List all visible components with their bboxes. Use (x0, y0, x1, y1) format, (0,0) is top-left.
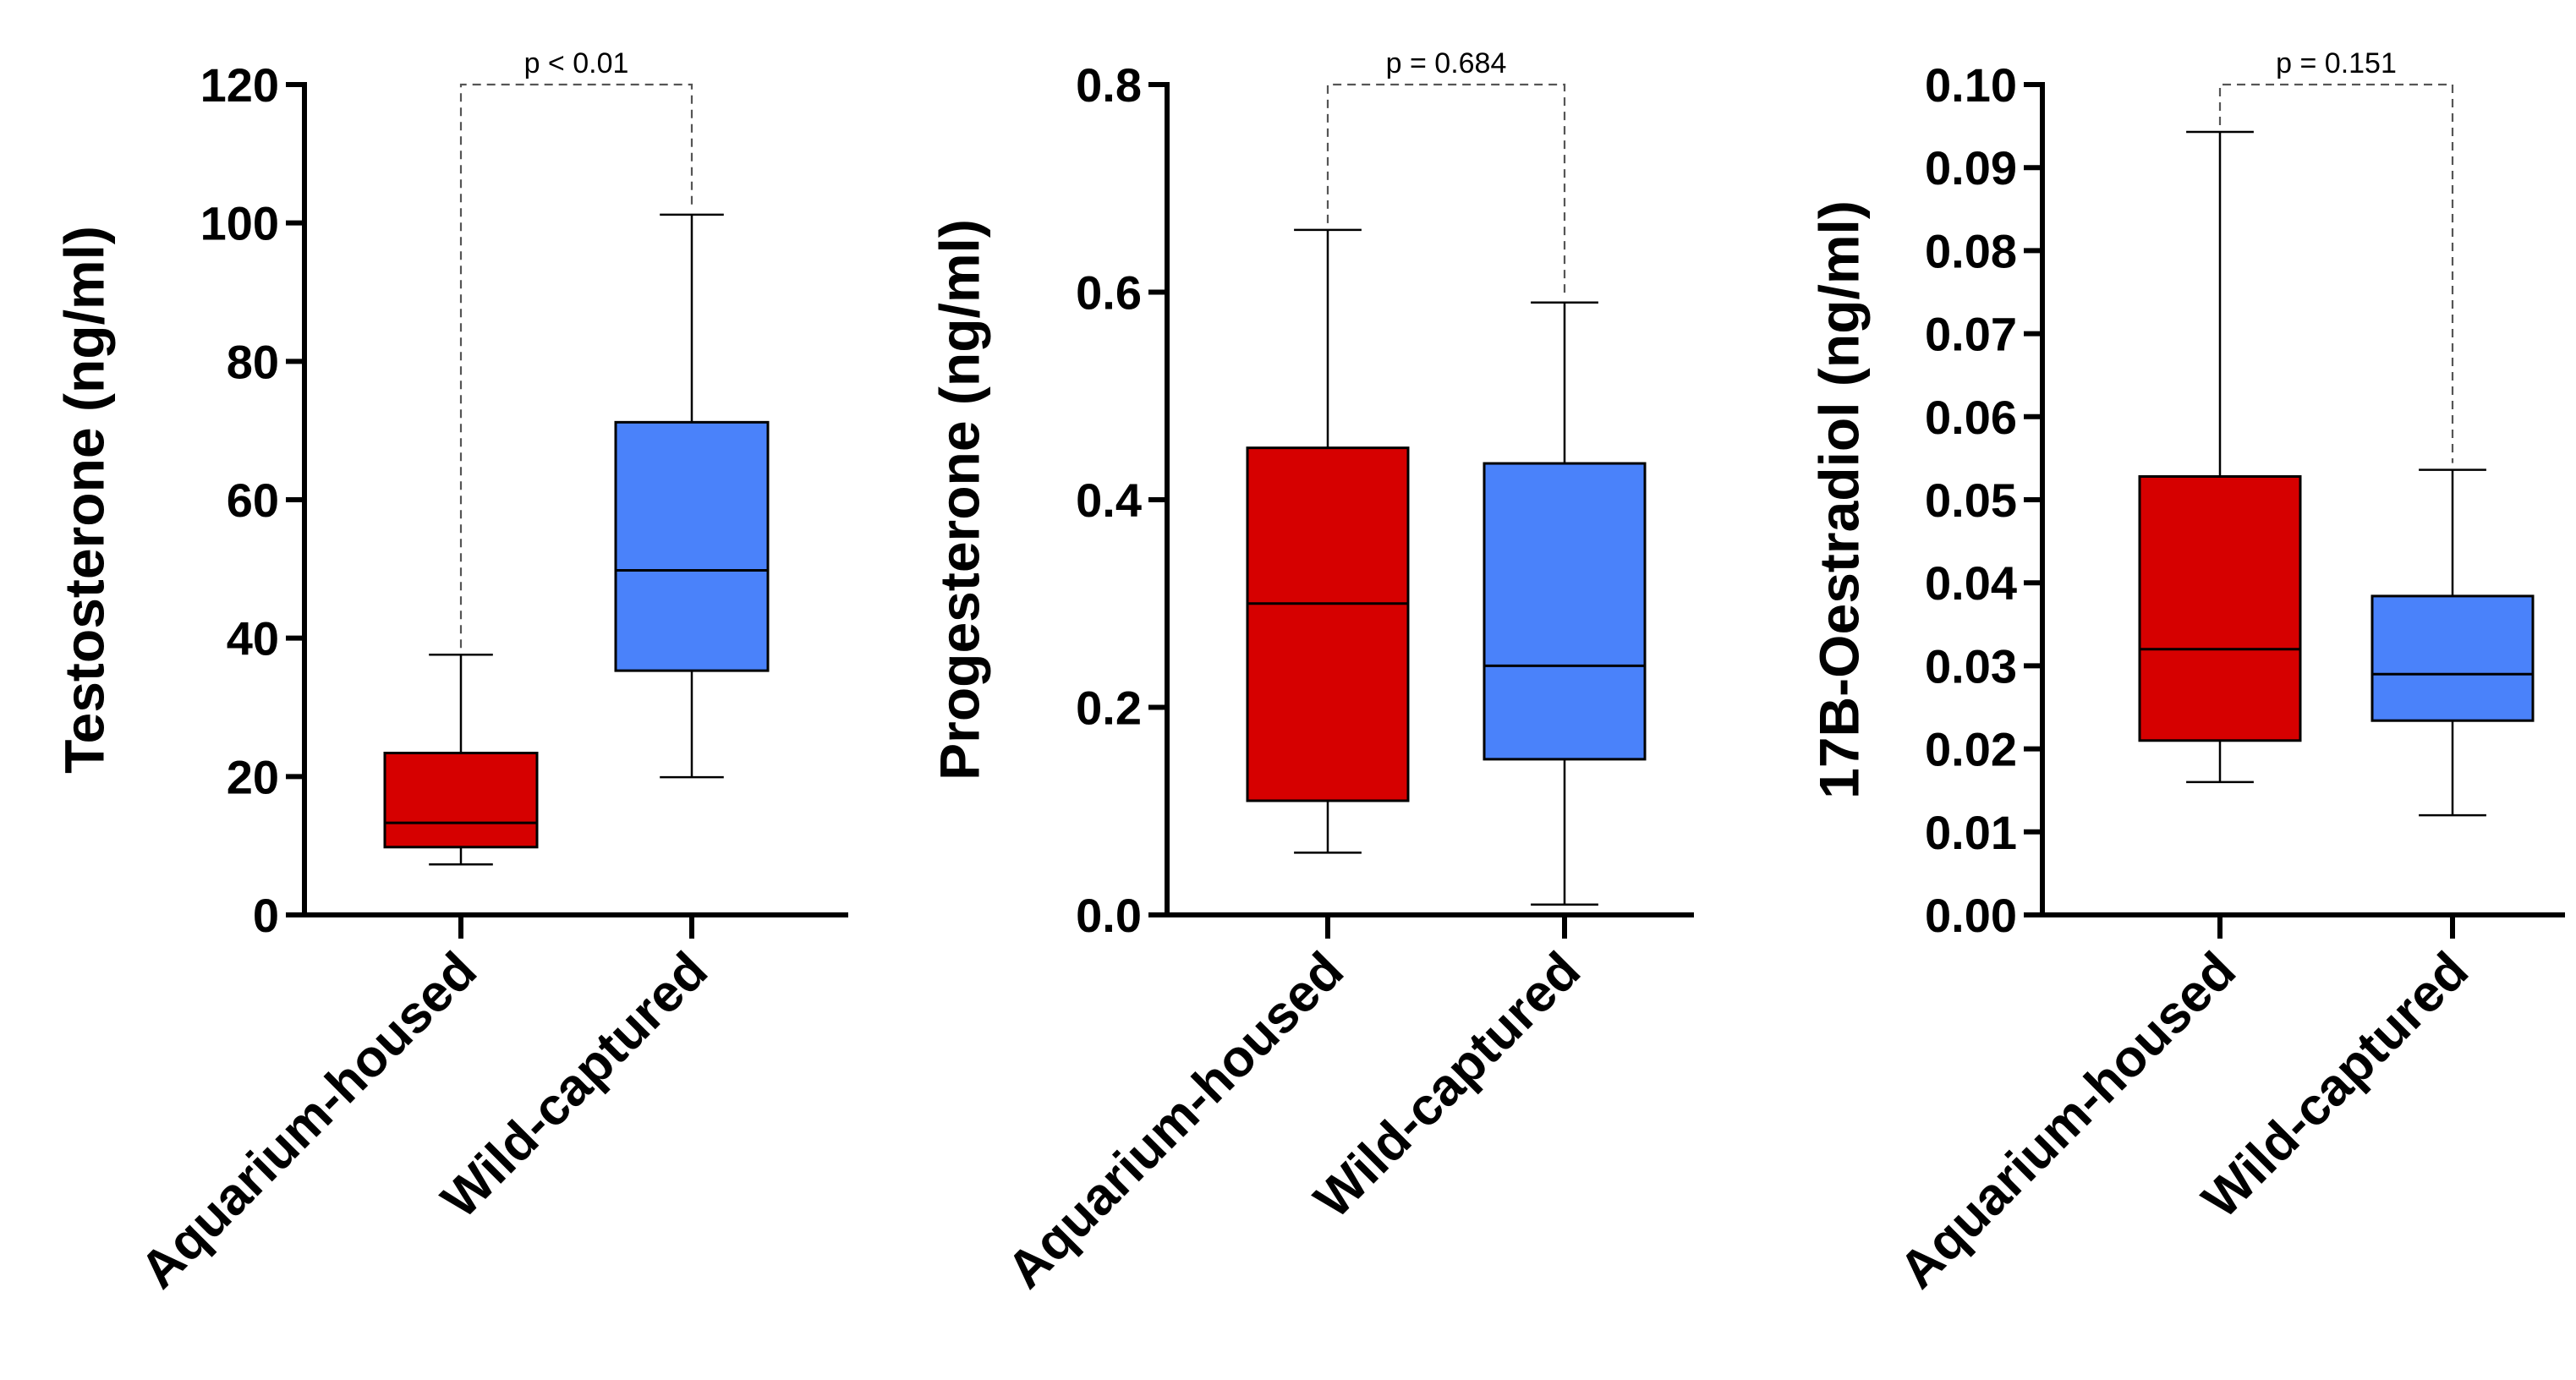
panel-1-y-tick-label: 0.2 (1076, 682, 1142, 735)
panel-0-y-tick-label: 80 (227, 335, 279, 388)
panel-2-y-tick-label: 0.05 (1925, 474, 2017, 527)
panel-1-box-1-iqr (1483, 462, 1647, 761)
panel-2-y-tick-label: 0.07 (1925, 308, 2017, 361)
panel-2-y-tick-label: 0.08 (1925, 224, 2017, 277)
panel-0-box-0-iqr (383, 752, 539, 849)
panel-0-y-tick-label: 20 (227, 750, 279, 803)
panel-0-category-label: Aquarium-housed (129, 941, 488, 1300)
panel-0-significance-bracket (459, 83, 693, 649)
panel-2-y-tick-label: 0.00 (1925, 889, 2017, 942)
panel-0-p-value: p < 0.01 (524, 47, 629, 79)
panel-2-y-tick-label: 0.09 (1925, 141, 2017, 194)
panel-1-significance-bracket (1326, 83, 1566, 296)
panel-0-y-axis-title: Testosterone (ng/ml) (52, 226, 115, 774)
panel-2-y-tick-label: 0.03 (1925, 639, 2017, 693)
panel-2-y-tick-label: 0.06 (1925, 391, 2017, 444)
panel-1-p-value: p = 0.684 (1386, 47, 1507, 79)
panel-0-y-tick-label: 120 (200, 58, 279, 112)
panel-0-y-tick-label: 60 (227, 474, 279, 527)
panel-2-y-tick-label: 0.02 (1925, 723, 2017, 776)
panel-0-y-tick-label: 100 (200, 197, 279, 250)
panel-2-y-tick-label: 0.04 (1925, 556, 2017, 610)
panel-1-y-tick-label: 0.4 (1076, 474, 1142, 527)
panel-2-y-tick-label: 0.10 (1925, 58, 2017, 112)
panel-1-y-tick-label: 0.8 (1076, 58, 1142, 112)
panel-2-category-label: Aquarium-housed (1888, 941, 2247, 1300)
panel-2-y-tick-label: 0.01 (1925, 806, 2017, 859)
panel-0-box-1-iqr (614, 420, 770, 672)
panel-0-y-tick-label: 0 (253, 889, 279, 942)
panel-0-y-tick-label: 40 (227, 612, 279, 665)
panel-2-significance-bracket (2218, 83, 2454, 463)
panel-2-p-value: p = 0.151 (2276, 47, 2397, 79)
panel-2-y-axis-title: 17B-Oestradiol (ng/ml) (1807, 200, 1870, 799)
panel-2-box-0-iqr (2138, 475, 2302, 742)
panel-1-y-axis-title: Progesterone (ng/ml) (928, 219, 990, 780)
panel-1-y-tick-label: 0.0 (1076, 889, 1142, 942)
panel-2-box-1-iqr (2370, 594, 2535, 722)
panel-1-category-label: Aquarium-housed (996, 941, 1355, 1300)
panel-1-box-0-iqr (1246, 446, 1410, 802)
panel-1-y-tick-label: 0.6 (1076, 266, 1142, 320)
